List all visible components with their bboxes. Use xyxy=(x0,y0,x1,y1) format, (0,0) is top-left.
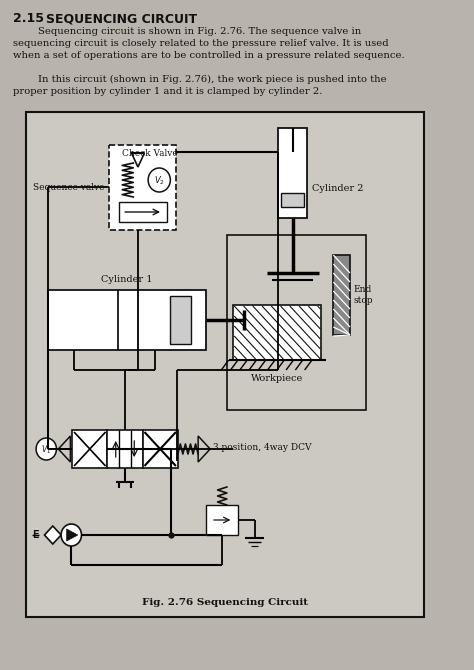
Bar xyxy=(333,255,350,335)
Bar xyxy=(108,430,143,468)
Text: Sequencing circuit is shown in Fig. 2.76. The sequence valve in
sequencing circu: Sequencing circuit is shown in Fig. 2.76… xyxy=(13,27,405,60)
Polygon shape xyxy=(67,529,78,541)
Text: $V_1$: $V_1$ xyxy=(41,444,51,456)
Text: 2.15: 2.15 xyxy=(13,12,44,25)
Bar xyxy=(278,128,308,218)
Bar xyxy=(227,235,366,410)
Bar xyxy=(233,305,321,360)
Polygon shape xyxy=(45,526,61,544)
Text: $V_2$: $V_2$ xyxy=(154,175,164,187)
Bar xyxy=(282,193,304,207)
Bar xyxy=(207,505,238,535)
Text: Sequence valve: Sequence valve xyxy=(33,182,105,192)
Text: Check Valve: Check Valve xyxy=(122,149,178,158)
Text: SEQUENCING CIRCUIT: SEQUENCING CIRCUIT xyxy=(46,12,197,25)
Text: Workpiece: Workpiece xyxy=(251,374,303,383)
Bar xyxy=(170,296,191,344)
Text: Cylinder 2: Cylinder 2 xyxy=(312,184,364,192)
Bar xyxy=(143,430,178,468)
Text: Cylinder 1: Cylinder 1 xyxy=(101,275,153,284)
Text: In this circuit (shown in Fig. 2.76), the work piece is pushed into the
proper p: In this circuit (shown in Fig. 2.76), th… xyxy=(13,75,387,96)
Text: 3 position, 4way DCV: 3 position, 4way DCV xyxy=(213,442,311,452)
Bar xyxy=(48,290,206,350)
Bar xyxy=(26,112,424,617)
Text: End
stop: End stop xyxy=(354,285,374,305)
Text: E: E xyxy=(32,530,38,540)
Circle shape xyxy=(61,524,82,546)
Text: Fig. 2.76 Sequencing Circuit: Fig. 2.76 Sequencing Circuit xyxy=(142,598,308,607)
Bar xyxy=(72,430,108,468)
Bar xyxy=(109,145,176,230)
Circle shape xyxy=(36,438,56,460)
Bar xyxy=(118,202,167,222)
Circle shape xyxy=(148,168,170,192)
